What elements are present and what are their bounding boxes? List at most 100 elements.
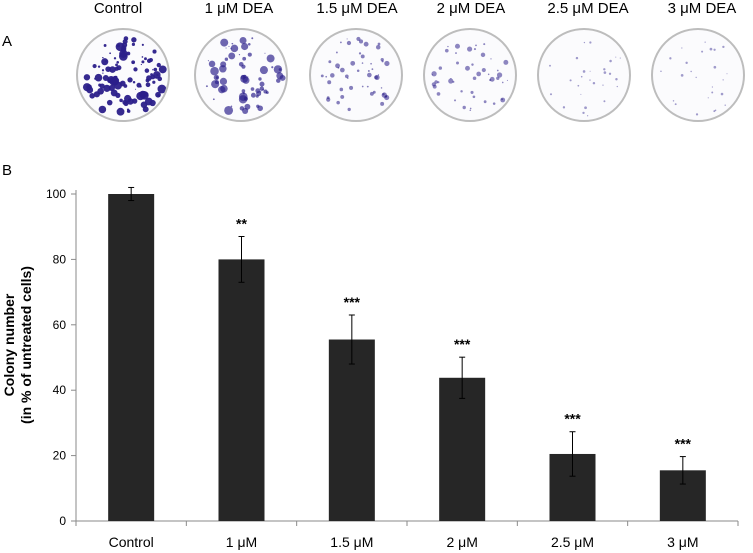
colony-dot [582, 70, 586, 73]
colony-dot [83, 74, 91, 81]
colony-dot [340, 67, 345, 73]
colony-dot [136, 91, 145, 101]
colony-dot [616, 85, 618, 88]
colony-dot [580, 93, 582, 95]
colony-dot [146, 75, 152, 81]
colony-dot [448, 78, 454, 84]
y-tick-label: 40 [53, 383, 67, 397]
colony-dot [89, 93, 95, 99]
colony-dot [360, 54, 365, 59]
colony-dot [127, 77, 133, 83]
significance-marker: *** [675, 436, 692, 452]
colony-dot [506, 79, 508, 81]
colony-dot [102, 74, 109, 81]
colony-dot [135, 88, 137, 90]
colony-dot [230, 47, 232, 50]
colony-dot [152, 69, 154, 71]
colony-dot [230, 105, 233, 107]
colony-dot [501, 81, 504, 84]
colony-dot [455, 52, 457, 55]
colony-dot [467, 46, 473, 52]
colony-dot [475, 44, 477, 47]
colony-dot [101, 58, 109, 66]
colony-dot [271, 66, 274, 69]
colony-dot [218, 86, 226, 94]
colony-dot [214, 80, 219, 85]
colony-dot [153, 67, 158, 72]
colony-dot [123, 84, 128, 88]
y-axis-label-line2: (in % of untreated cells) [18, 266, 34, 424]
colony-dot [609, 59, 612, 63]
colony-dot [454, 43, 460, 49]
colony-dot [239, 36, 247, 44]
colony-dot [380, 101, 385, 106]
colony-dot [709, 47, 713, 51]
colony-dot [584, 106, 587, 110]
colony-dot [447, 45, 449, 48]
y-tick-label: 60 [53, 318, 67, 332]
colony-dot [210, 66, 219, 76]
colony-dot [150, 74, 156, 80]
colony-dot [580, 75, 583, 78]
colony-dot [336, 100, 340, 105]
colony-dot [115, 92, 121, 98]
colony-dot [241, 89, 246, 93]
x-tick-label: 2.5 μM [551, 534, 594, 550]
colony-dot [358, 39, 364, 44]
colony-dot [265, 91, 268, 94]
colony-dot [265, 91, 269, 94]
colony-dot [500, 97, 506, 103]
colony-dot [279, 74, 286, 81]
significance-marker: ** [236, 216, 247, 232]
colony-dot [133, 67, 138, 72]
colony-dot [220, 38, 229, 47]
colony-dot [438, 66, 443, 70]
colony-dot [241, 42, 249, 51]
panel-a-label: A [2, 33, 13, 50]
colony-dot [589, 79, 591, 81]
colony-dot [231, 42, 234, 45]
colony-dot [374, 74, 380, 80]
colony-dot [589, 41, 592, 44]
colony-dot [255, 94, 259, 98]
colony-dot [346, 38, 348, 40]
colony-dot [586, 115, 589, 117]
colony-dot [681, 47, 683, 49]
colony-dot [92, 64, 97, 69]
colony-dot [489, 76, 495, 82]
colony-dot [370, 62, 372, 65]
colony-dot [126, 109, 131, 113]
colony-dot [380, 58, 384, 62]
colony-dot [339, 87, 344, 92]
colony-dot [350, 60, 356, 66]
colony-dot [444, 48, 449, 53]
bar [218, 259, 265, 521]
colony-dot [144, 57, 147, 61]
colony-dot [346, 77, 349, 79]
colony-dot [471, 63, 474, 66]
x-tick-label: 3 μM [667, 534, 698, 550]
colony-dot [98, 105, 107, 114]
colony-dot [431, 71, 437, 77]
colony-dot [490, 58, 492, 60]
colony-dot [589, 70, 591, 72]
colony-dot [328, 60, 332, 64]
significance-marker: *** [344, 294, 361, 310]
colony-dot [99, 83, 105, 89]
colony-dot [131, 60, 136, 65]
colony-dot [242, 76, 250, 84]
colony-dot [251, 37, 254, 40]
colony-dot [238, 95, 248, 104]
colony-dot [141, 60, 145, 64]
colony-dot [224, 106, 234, 115]
colony-dot [369, 91, 374, 96]
colony-dot [109, 52, 111, 55]
colony-dot [128, 101, 130, 103]
colony-dot [608, 72, 612, 75]
colony-dot [250, 92, 256, 98]
dish-label-1um: 1 μM DEA [204, 0, 274, 17]
colony-dot [97, 87, 104, 95]
colony-dot [142, 106, 149, 113]
colony-dot [469, 107, 472, 110]
colony-dot [462, 105, 466, 110]
